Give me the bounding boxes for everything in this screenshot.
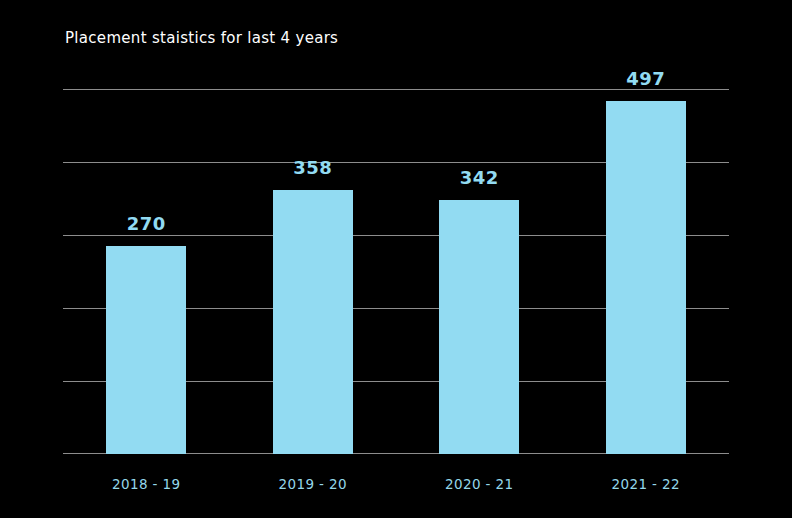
x-axis-label: 2021 - 22 xyxy=(563,476,730,492)
bar xyxy=(106,246,186,454)
plot-area: 2702018 - 193582019 - 203422020 - 214972… xyxy=(63,89,729,454)
bar-value-label: 270 xyxy=(63,213,230,234)
bar-value-label: 342 xyxy=(396,167,563,188)
bar xyxy=(273,190,353,454)
bar-value-label: 497 xyxy=(563,68,730,89)
x-axis-label: 2018 - 19 xyxy=(63,476,230,492)
bar-value-label: 358 xyxy=(230,157,397,178)
x-axis-label: 2020 - 21 xyxy=(396,476,563,492)
bar xyxy=(439,200,519,454)
bar xyxy=(606,101,686,454)
bar-group: 4972021 - 22 xyxy=(563,89,730,454)
x-axis-label: 2019 - 20 xyxy=(230,476,397,492)
chart-title: Placement staistics for last 4 years xyxy=(65,29,338,47)
bar-group: 2702018 - 19 xyxy=(63,89,230,454)
chart-canvas: Placement staistics for last 4 years 270… xyxy=(0,0,792,518)
bar-group: 3582019 - 20 xyxy=(230,89,397,454)
bar-group: 3422020 - 21 xyxy=(396,89,563,454)
